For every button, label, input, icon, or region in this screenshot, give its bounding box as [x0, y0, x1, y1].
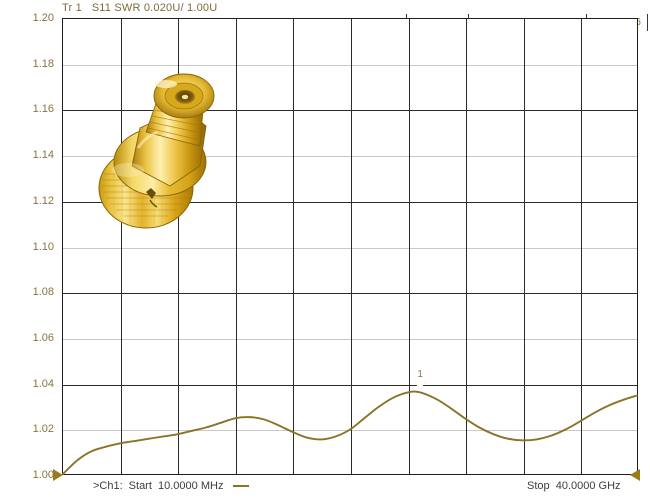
grid-line-horizontal	[63, 293, 637, 294]
status-start-label: Start 10.0000 MHz	[128, 480, 224, 492]
grid-line-vertical	[351, 19, 352, 474]
trace-svg	[62, 390, 638, 475]
grid-line-horizontal	[63, 156, 637, 157]
y-axis-tick-1-20: 1.20	[32, 12, 54, 24]
y-axis-tick-1-04: 1.04	[32, 377, 54, 390]
y-axis-labels: 1.20 1.18 1.16 1.14 1.12 1.10 1.08 1.06 1.04 1.02…	[0, 0, 58, 500]
trace-title: Tr 1 S11 SWR 0.020U/ 1.00U	[62, 2, 218, 14]
grid-line-vertical	[293, 19, 294, 474]
y-axis-tick-1-10: 1.10	[32, 240, 54, 253]
grid-line-vertical	[178, 19, 179, 474]
status-stop-label[interactable]: Stop 40.0000 GHz	[527, 480, 621, 492]
y-axis-tick-1-00: 1.00	[32, 469, 54, 481]
grid-line-vertical	[121, 19, 122, 474]
grid-line-horizontal	[63, 385, 637, 386]
trace-color-swatch	[233, 485, 250, 487]
sweep-stop-marker-icon	[630, 469, 640, 481]
y-axis-tick-1-06: 1.06	[32, 331, 54, 344]
grid-line-horizontal	[63, 65, 637, 66]
grid-line-horizontal	[63, 248, 637, 249]
grid-line-vertical	[466, 19, 467, 474]
trace-marker-1[interactable]: 1	[414, 368, 427, 390]
grid-line-vertical	[581, 19, 582, 474]
grid-line-vertical	[236, 19, 237, 474]
y-axis-tick-1-18: 1.18	[32, 57, 54, 70]
y-axis-tick-1-12: 1.12	[32, 194, 54, 207]
grid-line-vertical	[524, 19, 525, 474]
sweep-start-marker-icon	[53, 469, 63, 481]
grid-line-horizontal	[63, 202, 637, 203]
grid-line-vertical	[409, 19, 410, 474]
trace-line-s11-swr	[62, 390, 638, 475]
rf-coaxial-connector-photo	[98, 73, 215, 229]
status-bar: >Ch1: Start 10.0000 MHz Stop 40.0000 GHz	[0, 476, 650, 500]
grid-line-horizontal	[63, 339, 637, 340]
marker-triangle-icon	[414, 380, 427, 390]
trace-marker-1-label: 1	[417, 368, 423, 380]
grid-line-horizontal	[63, 110, 637, 111]
y-axis-tick-1-14: 1.14	[32, 149, 54, 162]
status-channel-start[interactable]: >Ch1: Start 10.0000 MHz	[93, 480, 250, 492]
y-axis-tick-1-08: 1.08	[32, 286, 54, 299]
y-axis-tick-1-16: 1.16	[32, 103, 54, 116]
status-channel-label: >Ch1:	[93, 480, 123, 492]
y-axis-tick-1-02: 1.02	[32, 423, 54, 436]
plot-area[interactable]: 1	[62, 18, 638, 475]
